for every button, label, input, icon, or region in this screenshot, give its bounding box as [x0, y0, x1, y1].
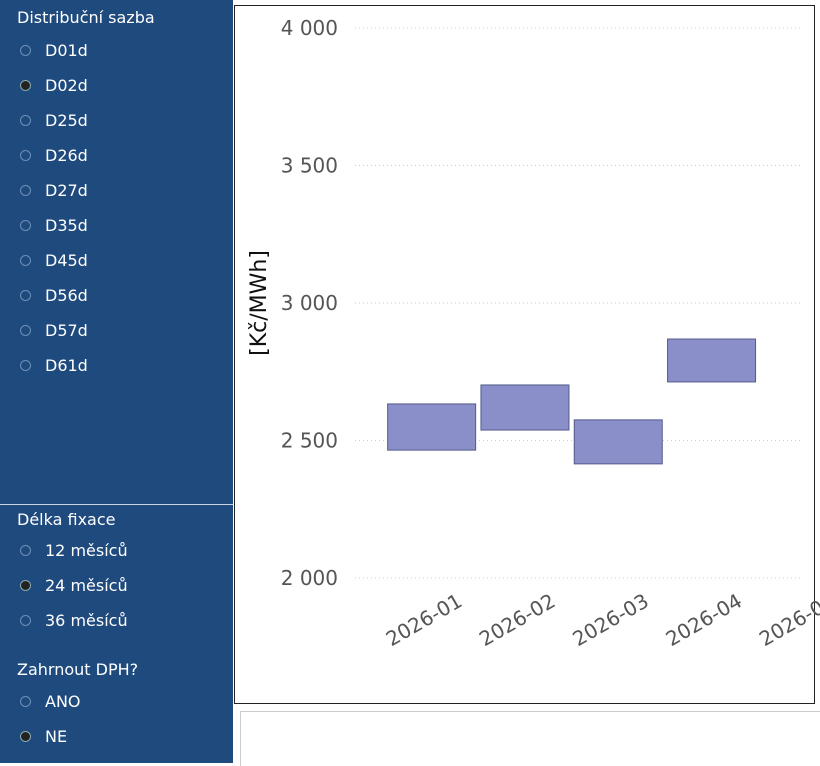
option-label[interactable]: D57d: [45, 321, 88, 340]
radio-option[interactable]: D26d: [20, 146, 88, 165]
section-title: Zahrnout DPH?: [17, 660, 139, 679]
option-label[interactable]: D61d: [45, 356, 88, 375]
option-label[interactable]: D26d: [45, 146, 88, 165]
radio-option[interactable]: 12 měsíců: [20, 541, 128, 560]
option-label[interactable]: NE: [45, 727, 68, 746]
sidebar: Distribuční sazba D01d D02d D25d D26d D27d D35…: [0, 0, 233, 763]
option-label[interactable]: 36 měsíců: [45, 611, 128, 630]
option-label[interactable]: D56d: [45, 286, 88, 305]
range-bar: [480, 384, 570, 431]
radio-option[interactable]: D25d: [20, 111, 88, 130]
range-bar: [667, 338, 757, 383]
radio-option[interactable]: 24 měsíců: [20, 576, 128, 595]
option-label[interactable]: ANO: [45, 692, 81, 711]
option-label[interactable]: D25d: [45, 111, 88, 130]
option-label[interactable]: 12 měsíců: [45, 541, 128, 560]
option-label[interactable]: D35d: [45, 216, 88, 235]
option-label[interactable]: D27d: [45, 181, 88, 200]
y-axis-label: [Kč/MWh]: [247, 250, 272, 356]
section-title: Distribuční sazba: [17, 8, 155, 27]
radio-button[interactable]: [20, 80, 31, 91]
radio-button[interactable]: [20, 696, 31, 707]
divider: [0, 504, 233, 505]
y-tick-label: 3 500: [281, 154, 338, 178]
radio-button[interactable]: [20, 731, 31, 742]
radio-button[interactable]: [20, 45, 31, 56]
radio-option[interactable]: ANO: [20, 692, 81, 711]
option-label[interactable]: D02d: [45, 76, 88, 95]
radio-option[interactable]: D01d: [20, 41, 88, 60]
lower-panel: [240, 711, 820, 766]
option-label[interactable]: D45d: [45, 251, 88, 270]
radio-button[interactable]: [20, 185, 31, 196]
radio-option[interactable]: 36 měsíců: [20, 611, 128, 630]
radio-option[interactable]: D57d: [20, 321, 88, 340]
y-tick-label: 3 000: [281, 291, 338, 315]
radio-button[interactable]: [20, 115, 31, 126]
radio-option[interactable]: D61d: [20, 356, 88, 375]
radio-option[interactable]: D56d: [20, 286, 88, 305]
radio-button[interactable]: [20, 255, 31, 266]
radio-button[interactable]: [20, 360, 31, 371]
y-tick-label: 4 000: [281, 16, 338, 40]
radio-option[interactable]: D02d: [20, 76, 88, 95]
radio-button[interactable]: [20, 580, 31, 591]
radio-button[interactable]: [20, 615, 31, 626]
radio-button[interactable]: [20, 220, 31, 231]
option-label[interactable]: D01d: [45, 41, 88, 60]
radio-option[interactable]: NE: [20, 727, 67, 746]
radio-option[interactable]: D35d: [20, 216, 88, 235]
radio-button[interactable]: [20, 545, 31, 556]
y-tick-label: 2 000: [281, 566, 338, 590]
radio-button[interactable]: [20, 325, 31, 336]
radio-button[interactable]: [20, 290, 31, 301]
section-title: Délka fixace: [17, 510, 116, 529]
range-bar: [573, 419, 663, 465]
radio-button[interactable]: [20, 150, 31, 161]
radio-option[interactable]: D45d: [20, 251, 88, 270]
radio-option[interactable]: D27d: [20, 181, 88, 200]
y-tick-label: 2 500: [281, 429, 338, 453]
range-bar: [387, 403, 477, 451]
option-label[interactable]: 24 měsíců: [45, 576, 128, 595]
